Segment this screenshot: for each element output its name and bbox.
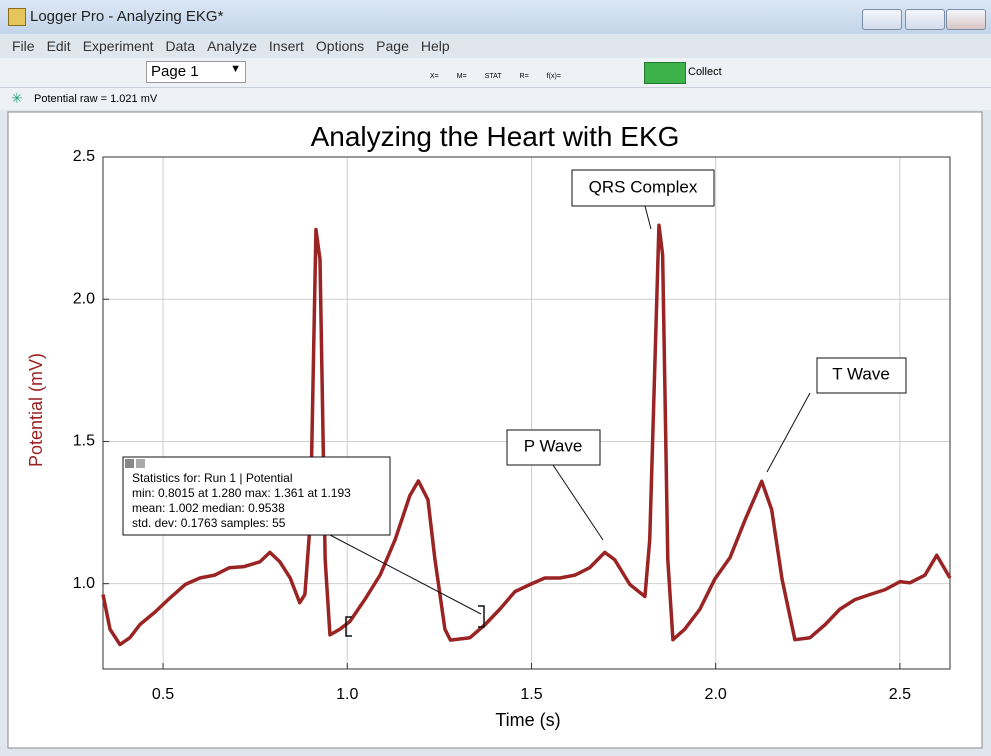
statistics-line: min: 0.8015 at 1.280 max: 1.361 at 1.193	[132, 486, 351, 500]
page-select[interactable]: Page 1 ▼	[146, 61, 246, 83]
icon-label: STAT	[484, 73, 502, 80]
page-label: Page 1	[151, 63, 199, 80]
statistics-box	[122, 456, 391, 536]
app-icon	[8, 8, 26, 26]
x-tick-label: 1.5	[520, 686, 542, 703]
x-tick-label: 0.5	[152, 686, 174, 703]
annotation: QRS Complex	[589, 177, 698, 196]
chart-panel	[7, 111, 983, 749]
menu-item[interactable]: Options	[315, 38, 365, 54]
x-tick-label: 1.0	[336, 686, 358, 703]
x-axis-label: Time (s)	[495, 710, 560, 730]
range-bracket	[478, 605, 485, 628]
collect-label: Collect	[688, 66, 722, 78]
maximize-button[interactable]	[905, 9, 945, 30]
statistics-line: std. dev: 0.1763 samples: 55	[132, 516, 286, 530]
annotation-box	[506, 429, 601, 466]
icon-label: R=	[519, 73, 529, 80]
chart-title: Analyzing the Heart with EKG	[311, 121, 680, 152]
annotation-box	[816, 357, 907, 394]
annotation-pointer	[552, 464, 604, 541]
options-icon[interactable]	[136, 459, 145, 468]
status-text: Potential raw = 1.021 mV	[34, 93, 158, 105]
range-bracket	[345, 616, 352, 637]
x-tick-label: 2.0	[705, 686, 727, 703]
y-axis-label: Potential (mV)	[26, 353, 46, 467]
plot-frame	[102, 156, 951, 670]
annotation-box	[571, 169, 715, 207]
menu-item[interactable]: Edit	[46, 38, 71, 54]
close-button[interactable]	[946, 9, 986, 30]
menu-item[interactable]: Help	[420, 38, 450, 54]
status-bar: ✳ Potential raw = 1.021 mV	[0, 88, 991, 110]
y-tick-label: 2.0	[73, 290, 95, 307]
icon-label: f(x)=	[546, 73, 561, 80]
y-tick-label: 1.0	[73, 575, 95, 592]
data-line	[101, 223, 952, 647]
menu-item[interactable]: Analyze	[207, 38, 257, 54]
y-tick-label: 2.5	[73, 148, 95, 165]
annotation-pointer	[644, 205, 652, 230]
menu-item[interactable]: Data	[165, 38, 196, 54]
icon-labels: X= M= STAT R= f(x)=	[430, 73, 579, 80]
menu-item[interactable]: File	[12, 38, 35, 54]
menu-item[interactable]: Experiment	[82, 38, 154, 54]
annotation-pointer	[766, 392, 811, 473]
menu-bar: File Edit Experiment Data Analyze Insert Optio…	[0, 35, 991, 57]
window-title: Logger Pro - Analyzing EKG*	[30, 8, 224, 25]
annotation-pointer	[329, 534, 482, 615]
collect-button[interactable]	[644, 62, 686, 84]
toolbar: Page 1 ▼ X= M= STAT R= f(x)= Collect	[0, 58, 991, 88]
icon-label: X=	[430, 73, 439, 80]
x-tick-label: 2.5	[889, 686, 911, 703]
minimize-button[interactable]	[862, 9, 902, 30]
icon-label: M=	[456, 73, 467, 80]
annotation: T Wave	[832, 364, 890, 383]
menu-item[interactable]: Page	[376, 38, 409, 54]
close-icon[interactable]	[125, 459, 134, 468]
menu-item[interactable]: Insert	[268, 38, 304, 54]
title-bar: Logger Pro - Analyzing EKG*	[0, 0, 991, 34]
statistics-line: Statistics for: Run 1 | Potential	[132, 471, 293, 485]
statistics-line: mean: 1.002 median: 0.9538	[132, 501, 285, 515]
annotation: P Wave	[524, 436, 583, 455]
y-tick-label: 1.5	[73, 433, 95, 450]
